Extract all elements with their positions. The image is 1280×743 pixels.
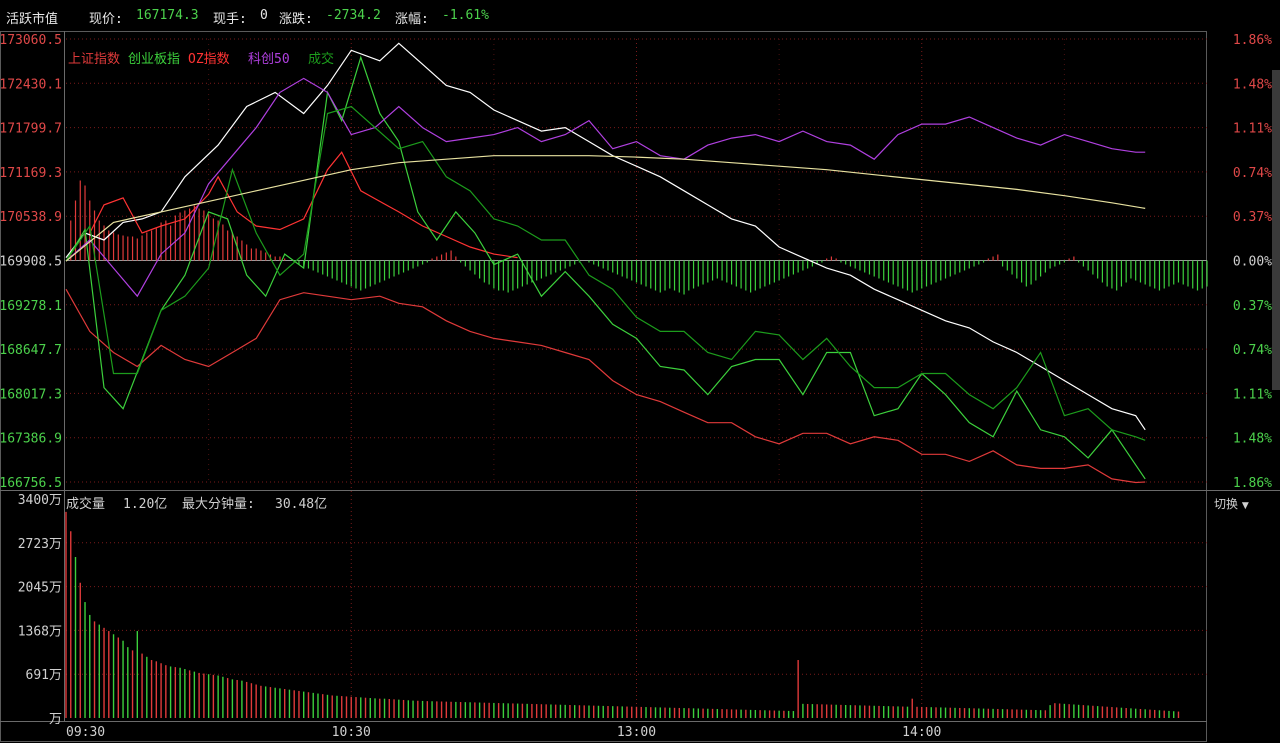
volume-value: 0 bbox=[260, 8, 268, 23]
change-value: -2734.2 bbox=[326, 8, 381, 23]
x-tick-label: 14:00 bbox=[902, 725, 941, 740]
y-tick-label-left: 168017.3 bbox=[0, 387, 62, 402]
legend-item: 成交 bbox=[308, 51, 334, 67]
chevron-down-icon: ▼ bbox=[1241, 501, 1249, 511]
change-label: 涨跌: bbox=[279, 12, 313, 27]
chart-legend: 上证指数 创业板指 OZ指数 科创50 成交 bbox=[68, 51, 334, 67]
y-tick-label-left: 169278.1 bbox=[0, 299, 62, 314]
switch-button[interactable]: 切换 ▼ bbox=[1214, 495, 1249, 512]
y-tick-label-right: 1.48% bbox=[1233, 432, 1272, 447]
switch-label: 切换 bbox=[1214, 497, 1239, 511]
y-tick-label-left: 166756.5 bbox=[0, 476, 62, 491]
series-line-均线 bbox=[65, 155, 1146, 262]
legend-item: 创业板指 bbox=[128, 52, 180, 67]
price-lines bbox=[65, 42, 1146, 484]
volume-tick-label: 1368万 bbox=[18, 624, 62, 639]
volume-label: 现手: bbox=[213, 12, 247, 27]
series-line-成交 bbox=[65, 105, 1146, 441]
y-tick-label-right: 0.00% bbox=[1233, 255, 1272, 270]
y-tick-label-right: 0.74% bbox=[1233, 343, 1272, 358]
y-tick-label-right: 0.37% bbox=[1233, 210, 1272, 225]
change-pct-value: -1.61% bbox=[442, 8, 489, 23]
y-tick-label-right: 1.11% bbox=[1233, 122, 1272, 137]
volume-tick-label: 2723万 bbox=[18, 537, 62, 552]
header-bar: 活跃市值 现价: 167174.3 现手: 0 涨跌: -2734.2 涨幅: … bbox=[0, 0, 1280, 32]
chart-frame bbox=[0, 31, 1207, 742]
x-tick-label: 13:00 bbox=[617, 725, 656, 740]
series-line-创业板指 bbox=[65, 55, 1146, 480]
series-line-活跃市值 bbox=[65, 42, 1146, 431]
volume-tick-label: 691万 bbox=[26, 668, 62, 683]
series-line-OZ指数 bbox=[89, 151, 518, 259]
y-tick-label-left: 167386.9 bbox=[0, 432, 62, 447]
y-tick-label-left: 171169.3 bbox=[0, 166, 62, 181]
y-tick-label-right: 1.48% bbox=[1233, 77, 1272, 92]
y-tick-label-left: 173060.5 bbox=[0, 33, 62, 48]
series-line-上证指数 bbox=[65, 288, 1146, 484]
legend-item: 上证指数 bbox=[68, 52, 120, 67]
y-tick-label-left: 169908.5 bbox=[0, 255, 62, 270]
y-tick-label-right: 1.86% bbox=[1233, 476, 1272, 491]
volume-summary-label: 成交量 bbox=[66, 496, 105, 512]
legend-item: 科创50 bbox=[248, 52, 290, 67]
axis-labels: 173060.5 1.86% 172430.1 1.48% 171799.7 1.11% 1… bbox=[0, 33, 1272, 740]
volume-tick-label: 3400万 bbox=[18, 493, 62, 508]
legend-item: OZ指数 bbox=[188, 52, 230, 67]
volume-bars bbox=[65, 511, 1180, 718]
volume-tick-label: 万 bbox=[49, 712, 62, 727]
price-label: 现价: bbox=[89, 12, 123, 27]
max-minute-volume-value: 30.48亿 bbox=[275, 497, 327, 512]
y-tick-label-right: 0.74% bbox=[1233, 166, 1272, 181]
breadth-bars bbox=[70, 180, 1208, 295]
volume-tick-label: 2045万 bbox=[18, 581, 62, 596]
scrollbar[interactable] bbox=[1272, 70, 1280, 390]
y-tick-label-right: 1.11% bbox=[1233, 387, 1272, 402]
y-tick-label-left: 172430.1 bbox=[0, 77, 62, 92]
change-pct-label: 涨幅: bbox=[395, 12, 429, 27]
chart-title: 活跃市值 bbox=[6, 12, 59, 27]
y-tick-label-right: 0.37% bbox=[1233, 299, 1272, 314]
y-tick-label-left: 168647.7 bbox=[0, 343, 62, 358]
y-tick-label-left: 170538.9 bbox=[0, 210, 62, 225]
series-line-科创50 bbox=[65, 77, 1146, 298]
price-value: 167174.3 bbox=[136, 8, 199, 23]
x-tick-label: 10:30 bbox=[332, 725, 371, 740]
max-minute-volume-label: 最大分钟量: bbox=[182, 496, 255, 512]
chart-grid bbox=[0, 31, 1280, 742]
x-tick-label: 09:30 bbox=[66, 725, 105, 740]
y-tick-label-left: 171799.7 bbox=[0, 122, 62, 137]
y-tick-label-right: 1.86% bbox=[1233, 33, 1272, 48]
volume-summary-value: 1.20亿 bbox=[123, 497, 167, 512]
